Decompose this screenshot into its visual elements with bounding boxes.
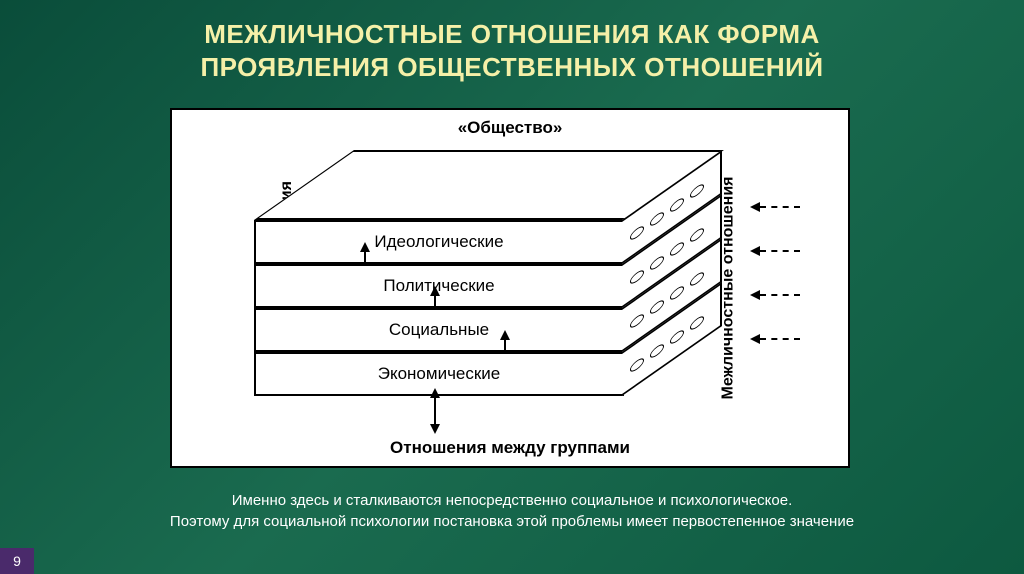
- arrow-head-icon: [750, 202, 760, 212]
- oval-icon: [670, 196, 684, 215]
- diagram-top-label: «Общество»: [172, 118, 848, 138]
- arrow-head-icon: [750, 290, 760, 300]
- oval-icon: [630, 224, 644, 243]
- oval-icon: [650, 342, 664, 361]
- arrow-head-icon: [430, 424, 440, 434]
- up-arrow: [504, 338, 506, 352]
- arrow-head-icon: [750, 334, 760, 344]
- diagram: «Общество» Общественные отношения Межлич…: [170, 108, 850, 468]
- oval-icon: [690, 182, 704, 201]
- oval-icon: [650, 210, 664, 229]
- layer-ideological: Идеологические: [254, 220, 624, 264]
- arrow-head-icon: [430, 286, 440, 296]
- oval-icon: [690, 226, 704, 245]
- arrow-head-icon: [360, 242, 370, 252]
- oval-icon: [690, 314, 704, 333]
- oval-icon: [650, 298, 664, 317]
- up-arrow: [364, 250, 366, 264]
- caption-line-2: Поэтому для социальной психологии постан…: [0, 511, 1024, 532]
- title-line-2: ПРОЯВЛЕНИЯ ОБЩЕСТВЕННЫХ ОТНОШЕНИЙ: [0, 51, 1024, 84]
- oval-icon: [670, 284, 684, 303]
- oval-icon: [650, 254, 664, 273]
- dash-arrow: [760, 338, 800, 340]
- diagram-bottom-label: Отношения между группами: [172, 438, 848, 458]
- oval-icon: [630, 356, 644, 375]
- dash-arrow: [760, 294, 800, 296]
- slide-caption: Именно здесь и сталкиваются непосредстве…: [0, 490, 1024, 532]
- oval-icon: [690, 270, 704, 289]
- caption-line-1: Именно здесь и сталкиваются непосредстве…: [0, 490, 1024, 511]
- slide-title: МЕЖЛИЧНОСТНЫЕ ОТНОШЕНИЯ КАК ФОРМА ПРОЯВЛ…: [0, 0, 1024, 83]
- oval-icon: [670, 240, 684, 259]
- arrow-head-icon: [430, 388, 440, 398]
- layer-social: Социальные: [254, 308, 624, 352]
- slide-number: 9: [0, 548, 34, 574]
- title-line-1: МЕЖЛИЧНОСТНЫЕ ОТНОШЕНИЯ КАК ФОРМА: [0, 18, 1024, 51]
- layer-stack: Идеологические Политические Социальные Э…: [234, 150, 754, 430]
- oval-icon: [630, 268, 644, 287]
- dash-arrow: [760, 206, 800, 208]
- oval-icon: [630, 312, 644, 331]
- arrow-head-icon: [500, 330, 510, 340]
- dash-arrow: [760, 250, 800, 252]
- up-arrow: [434, 294, 436, 308]
- oval-icon: [670, 328, 684, 347]
- bidir-arrow: [434, 396, 436, 426]
- arrow-head-icon: [750, 246, 760, 256]
